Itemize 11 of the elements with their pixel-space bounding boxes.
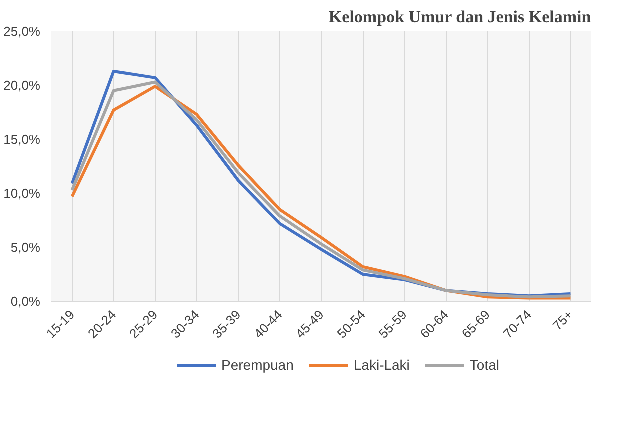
- legend-label: Perempuan: [222, 357, 294, 373]
- x-tick-label: 75+: [550, 307, 576, 334]
- legend-label: Total: [470, 357, 500, 373]
- y-tick-label: 25,0%: [4, 24, 41, 39]
- y-tick-label: 5,0%: [10, 240, 41, 255]
- legend-label: Laki-Laki: [354, 357, 410, 373]
- chart-title: Kelompok Umur dan Jenis Kelamin: [328, 8, 592, 26]
- y-tick-label: 10,0%: [4, 186, 41, 201]
- y-tick-label: 0,0%: [10, 294, 41, 309]
- y-tick-label: 15,0%: [4, 132, 41, 147]
- y-tick-label: 20,0%: [4, 78, 41, 93]
